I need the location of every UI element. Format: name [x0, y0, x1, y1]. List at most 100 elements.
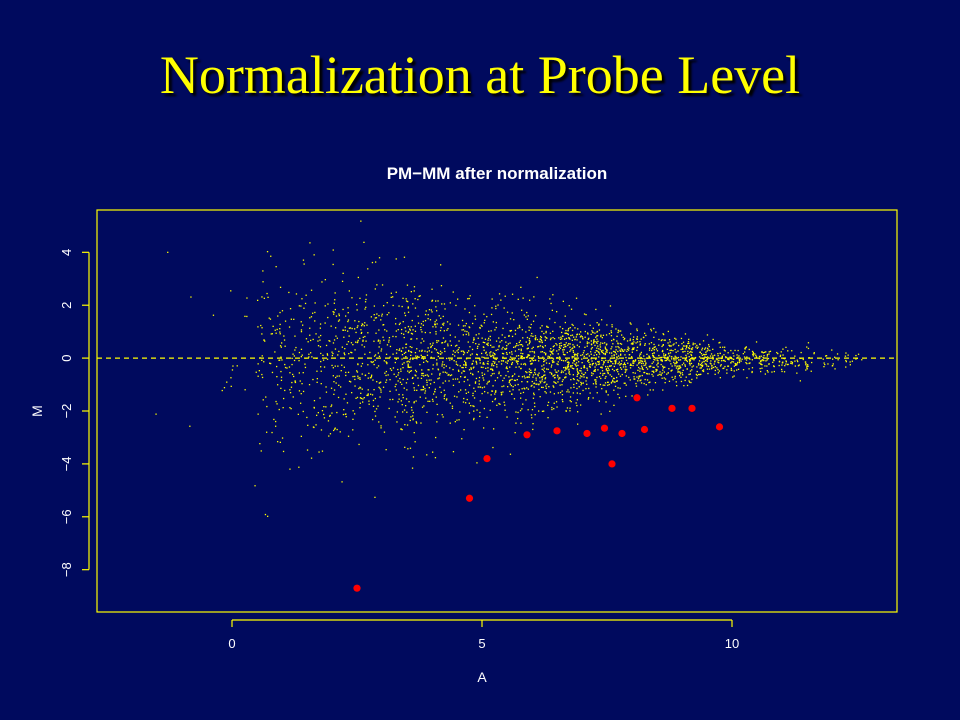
background-point [571, 365, 573, 367]
background-point [588, 359, 590, 361]
background-point [440, 317, 442, 319]
background-point [343, 336, 345, 338]
background-point [541, 378, 543, 380]
background-point [623, 363, 625, 365]
background-point [471, 362, 474, 365]
background-point [616, 356, 618, 358]
background-point [421, 389, 423, 391]
background-point [590, 340, 592, 342]
background-point [379, 340, 381, 342]
background-point [493, 365, 495, 367]
background-point [276, 376, 278, 378]
background-point [514, 384, 516, 386]
background-point [364, 301, 367, 303]
background-point [590, 333, 592, 335]
background-point [435, 319, 438, 321]
background-point [451, 405, 454, 407]
background-point [661, 345, 663, 348]
background-point [446, 372, 448, 374]
background-point [663, 355, 665, 357]
background-point [518, 341, 520, 343]
background-point [274, 329, 276, 331]
background-point [621, 350, 623, 352]
background-point [653, 343, 655, 346]
background-point [586, 345, 588, 347]
background-point [511, 353, 513, 355]
background-point [408, 331, 410, 333]
background-point [442, 337, 445, 339]
background-point [441, 342, 443, 344]
background-point [631, 342, 633, 344]
background-point [413, 401, 415, 403]
background-point [575, 358, 577, 360]
background-point [386, 302, 388, 304]
background-point [432, 342, 434, 344]
background-point [573, 345, 575, 348]
background-point [520, 349, 522, 352]
background-point [515, 360, 517, 362]
background-point [568, 305, 570, 307]
background-point [376, 284, 378, 286]
background-point [449, 334, 451, 336]
background-point [564, 321, 566, 324]
background-point [674, 355, 676, 357]
background-point [412, 358, 414, 360]
background-point [560, 371, 562, 374]
background-point [684, 359, 686, 361]
background-point [768, 353, 770, 355]
background-point [628, 347, 630, 350]
background-point [572, 351, 575, 353]
background-point [370, 361, 372, 363]
background-point [299, 380, 301, 382]
background-point [400, 350, 403, 352]
background-point [502, 327, 504, 330]
background-point [602, 372, 604, 375]
background-point [663, 371, 665, 373]
background-point [552, 294, 554, 296]
background-point [404, 314, 407, 317]
background-point [539, 341, 541, 343]
background-point [512, 386, 514, 388]
background-point [553, 381, 555, 383]
background-point [780, 351, 782, 353]
background-point [270, 255, 272, 257]
background-point [380, 350, 382, 352]
background-point [716, 359, 718, 361]
background-point [595, 386, 597, 388]
background-point [475, 361, 478, 363]
background-point [619, 349, 621, 351]
background-point [430, 346, 432, 349]
background-point [401, 328, 403, 331]
background-point [405, 382, 408, 384]
background-point [541, 376, 543, 378]
background-point [701, 349, 703, 351]
background-point [663, 377, 665, 379]
background-point [504, 409, 506, 411]
background-point [464, 325, 466, 327]
background-point [767, 371, 769, 373]
background-point [620, 343, 623, 345]
background-point [658, 344, 660, 346]
background-point [565, 376, 567, 378]
background-point [562, 351, 564, 353]
background-point [564, 377, 566, 379]
background-point [331, 364, 333, 367]
background-point [845, 352, 847, 354]
background-point [416, 348, 418, 350]
background-point [347, 435, 350, 437]
background-point [333, 302, 335, 304]
background-point [255, 371, 257, 373]
background-point [594, 344, 596, 347]
y-axis: 420−2−4−6−8 [59, 249, 90, 577]
background-point [493, 428, 495, 430]
background-point [306, 416, 308, 419]
background-point [268, 317, 270, 319]
background-point [596, 376, 598, 379]
background-point [616, 380, 618, 382]
background-point [436, 323, 438, 325]
background-point [403, 352, 406, 354]
background-point [498, 402, 500, 405]
background-point [565, 329, 567, 332]
background-point [460, 389, 462, 391]
background-point [773, 359, 775, 361]
